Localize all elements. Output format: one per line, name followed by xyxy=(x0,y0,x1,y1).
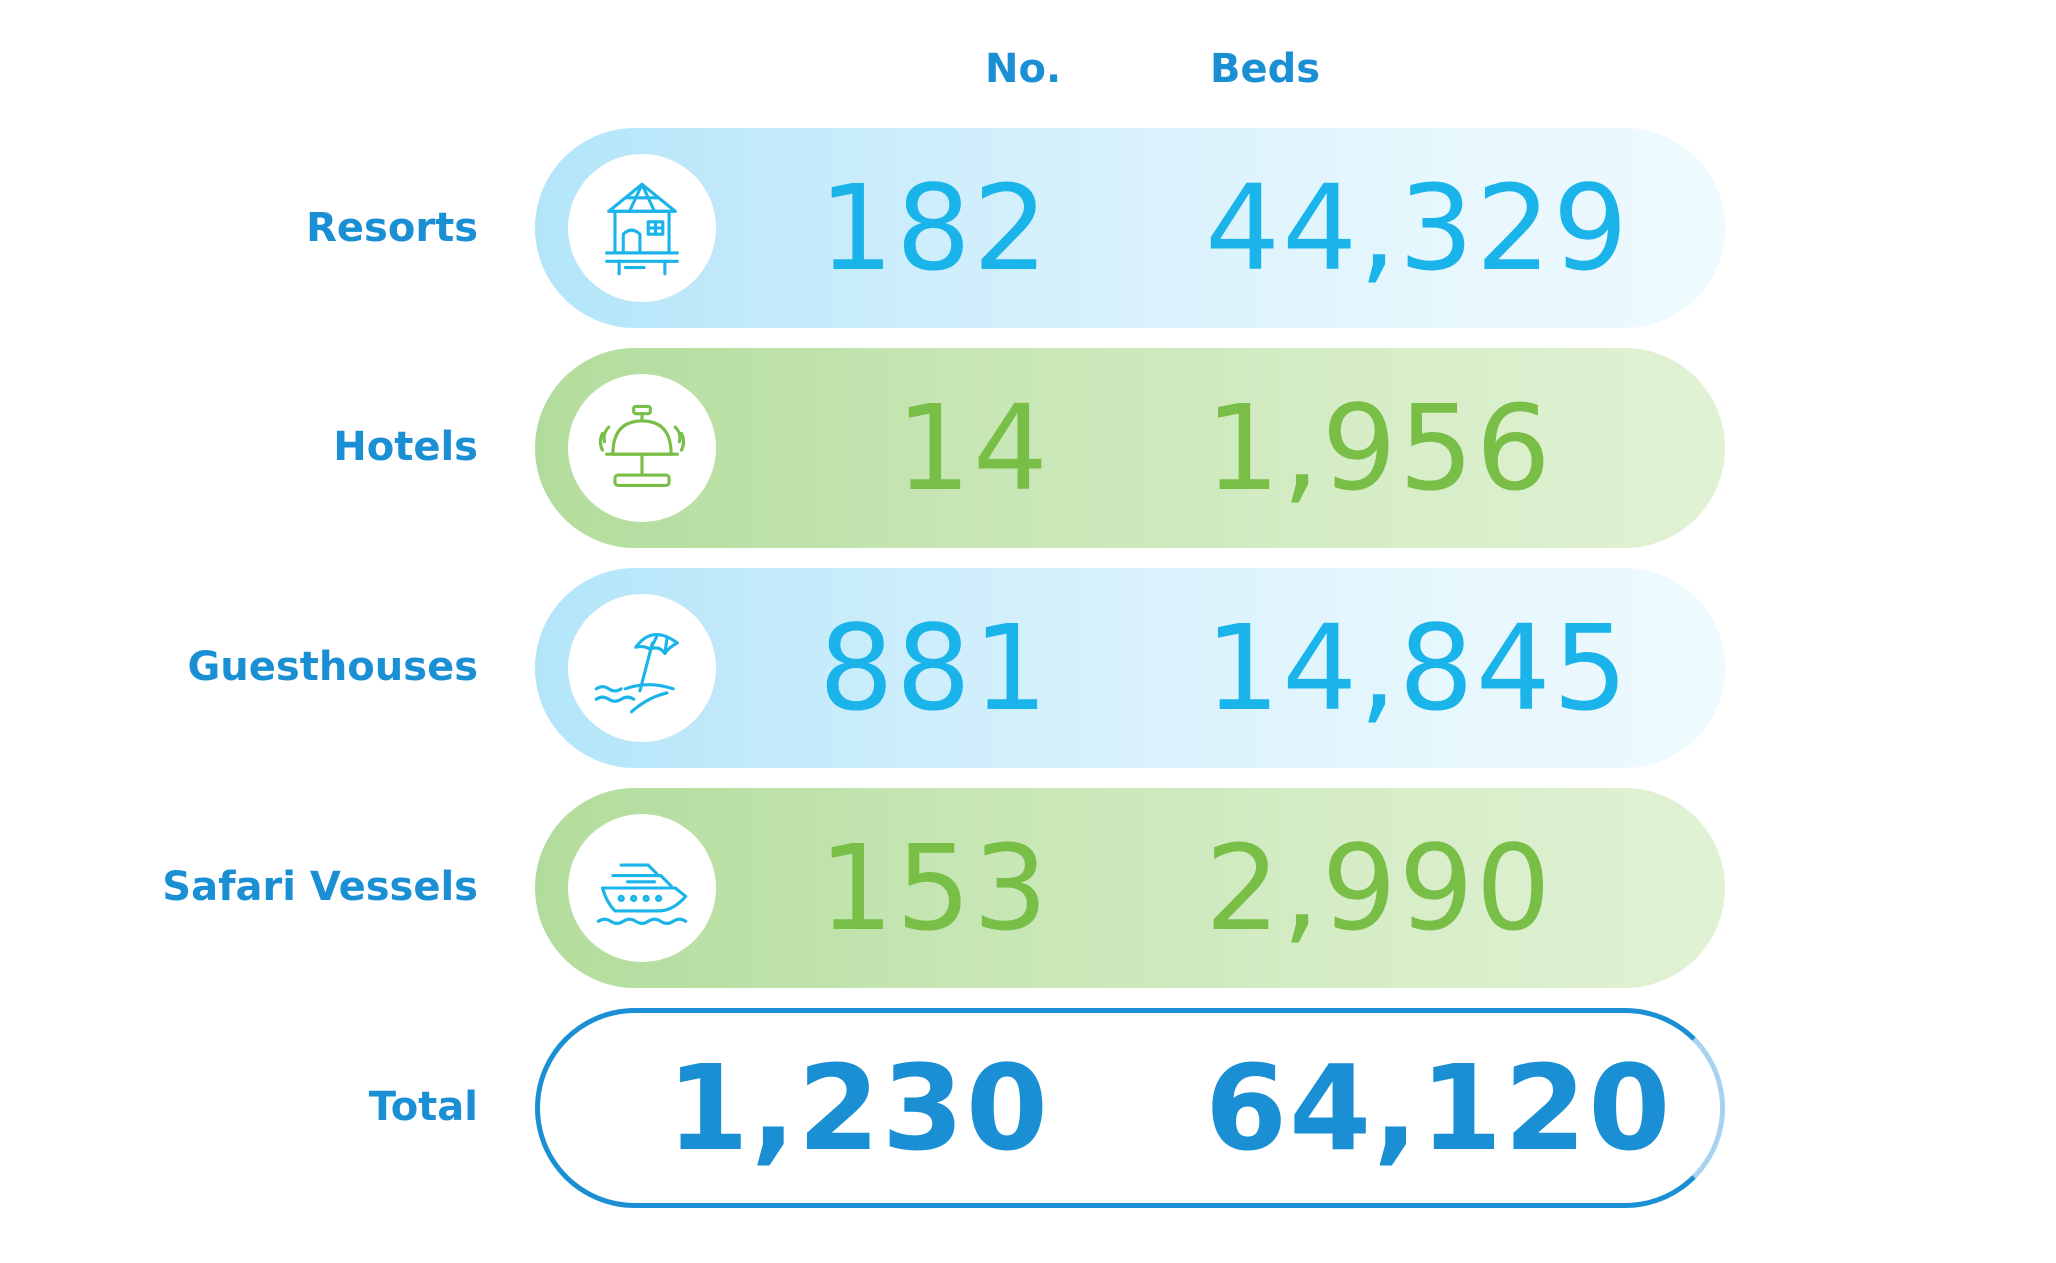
guesthouses-beds: 14,845 xyxy=(1205,599,1630,737)
column-header-no: No. xyxy=(985,46,1062,92)
table-row-hotels: 14 1,956 xyxy=(535,348,1725,548)
row-label-guesthouses: Guesthouses xyxy=(187,644,478,690)
table-row-guesthouses: 881 14,845 xyxy=(535,568,1725,768)
safari-vessels-beds: 2,990 xyxy=(1205,819,1553,957)
resorts-beds: 44,329 xyxy=(1205,159,1630,297)
table-row-safari-vessels: 153 2,990 xyxy=(535,788,1725,988)
total-beds: 64,120 xyxy=(1205,1039,1673,1177)
safari-vessels-count: 153 xyxy=(818,819,1050,957)
icon-circle xyxy=(568,594,716,742)
row-label-resorts: Resorts xyxy=(306,205,478,251)
bungalow-icon xyxy=(605,182,679,276)
table-row-total: 1,230 64,120 xyxy=(535,1008,1725,1208)
hotels-beds: 1,956 xyxy=(1205,379,1553,517)
icon-circle xyxy=(568,154,716,302)
table-row-resorts: 182 44,329 xyxy=(535,128,1725,328)
beach-umbrella-icon xyxy=(594,633,679,714)
row-label-total: Total xyxy=(368,1084,478,1130)
total-count: 1,230 xyxy=(666,1039,1050,1177)
hotels-count: 14 xyxy=(895,379,1050,517)
resorts-count: 182 xyxy=(818,159,1050,297)
guesthouses-count: 881 xyxy=(818,599,1050,737)
row-label-hotels: Hotels xyxy=(333,424,478,470)
column-header-beds: Beds xyxy=(1210,46,1321,92)
cruise-ship-icon xyxy=(596,863,688,925)
reception-bell-icon xyxy=(598,404,686,487)
icon-circle xyxy=(568,814,716,962)
row-label-safari-vessels: Safari Vessels xyxy=(162,864,478,910)
icon-circle xyxy=(568,374,716,522)
